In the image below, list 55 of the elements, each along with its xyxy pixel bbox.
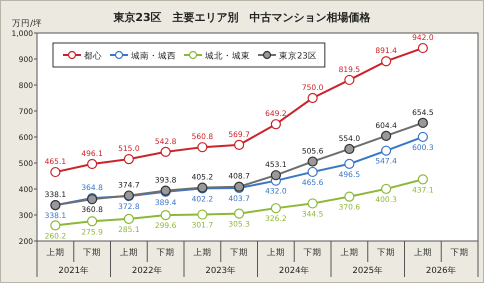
point <box>234 208 244 219</box>
x-tick-label: 下期 <box>377 247 396 258</box>
point <box>418 132 428 142</box>
point <box>270 170 281 180</box>
x-tick-label: 下期 <box>450 247 469 258</box>
point <box>418 118 428 128</box>
legend-label: 城南・城西 <box>130 50 176 62</box>
ylabel: 万円/坪 <box>12 19 42 29</box>
point <box>308 156 318 167</box>
title: 東京23区 主要エリア別 中古マンション相場価格 <box>113 11 371 24</box>
text: 2021年 <box>58 265 90 276</box>
point <box>344 144 354 154</box>
point <box>160 210 171 220</box>
point <box>381 130 392 141</box>
legend-label: 東京23区 <box>279 50 317 62</box>
x-tick-label: 上期 <box>414 247 432 258</box>
point <box>270 119 281 130</box>
point <box>344 158 354 170</box>
point <box>87 216 98 226</box>
legend-label: 城北・城東 <box>204 50 250 62</box>
point <box>381 146 392 156</box>
point <box>308 198 318 209</box>
text: 2022年 <box>132 265 163 276</box>
point <box>197 142 208 152</box>
point <box>160 146 171 157</box>
point <box>308 92 318 104</box>
point <box>418 42 428 54</box>
point <box>124 214 134 224</box>
text: 2023年 <box>205 265 236 276</box>
point <box>50 166 60 178</box>
point <box>418 174 428 184</box>
x-tick-label: 上期 <box>46 247 64 258</box>
point <box>381 184 392 194</box>
x-tick-label: 上期 <box>266 247 285 258</box>
point <box>124 154 134 164</box>
x-tick-label: 下期 <box>156 247 175 258</box>
point <box>50 220 60 230</box>
point <box>197 209 208 220</box>
x-tick-label: 下期 <box>230 247 248 258</box>
point <box>87 158 98 170</box>
x-tick-label: 上期 <box>120 247 138 258</box>
x-tick-label: 下期 <box>304 247 322 258</box>
point <box>234 140 244 150</box>
x-tick-label: 上期 <box>193 247 212 258</box>
point <box>270 203 281 214</box>
text: 2024年 <box>278 265 310 276</box>
point <box>308 166 318 178</box>
point <box>344 192 354 202</box>
legend-label: 都心 <box>84 50 102 62</box>
text: 2026年 <box>426 265 457 276</box>
text: 2025年 <box>352 265 384 276</box>
x-tick-label: 下期 <box>83 247 102 258</box>
x-tick-label: 上期 <box>340 247 358 258</box>
point <box>381 56 392 66</box>
point <box>344 74 354 86</box>
